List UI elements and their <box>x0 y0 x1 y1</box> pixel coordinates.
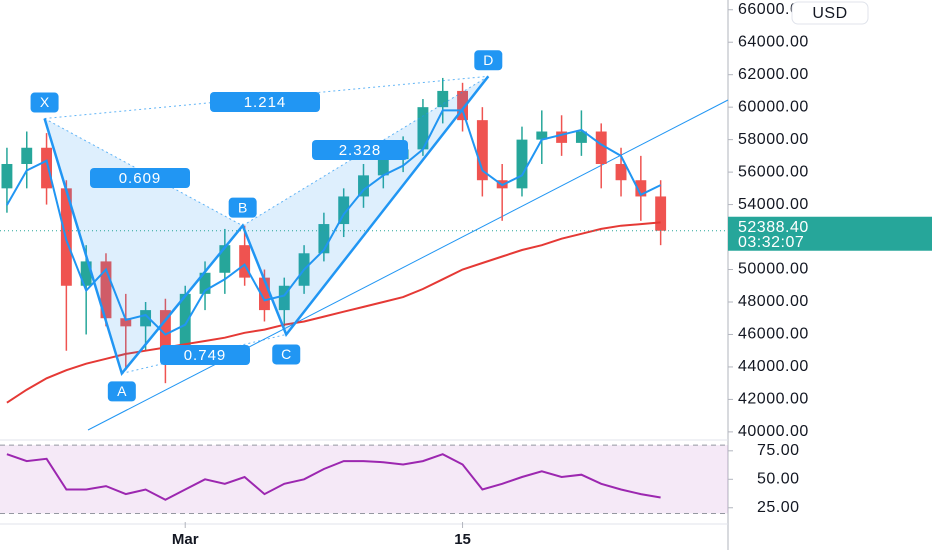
candle-body <box>318 224 330 254</box>
pattern-legs <box>43 75 490 377</box>
candle-body <box>516 139 528 189</box>
point-badge <box>272 344 301 365</box>
ratio-badge <box>90 168 190 188</box>
candle-body <box>1 163 13 189</box>
candle-body <box>259 277 270 311</box>
candle-body <box>100 261 112 319</box>
candle-body <box>457 90 468 121</box>
candle-body <box>476 120 488 181</box>
y-tick-label: 50000.00 <box>738 261 809 278</box>
ratio-line <box>44 75 489 120</box>
last-price-badge <box>728 216 932 251</box>
pattern-fill <box>242 76 489 335</box>
candle-body <box>615 163 627 181</box>
y-tick-label: 75.00 <box>757 442 800 459</box>
point-label: D <box>483 52 493 68</box>
y-tick-label: 50.00 <box>757 471 800 488</box>
point-label: A <box>117 383 127 399</box>
point-label: X <box>40 94 50 110</box>
ratio-label: 0.609 <box>119 170 162 187</box>
point-label: C <box>281 346 291 362</box>
point-badge <box>474 50 503 71</box>
pattern-fill <box>44 118 243 374</box>
currency-label: USD <box>812 5 847 22</box>
candle-body <box>358 175 369 197</box>
y-tick-label: 62000.00 <box>738 66 809 83</box>
point-badge <box>228 197 257 218</box>
candle-body <box>219 245 231 273</box>
countdown-label: 03:32:07 <box>738 234 804 251</box>
y-tick-label: 48000.00 <box>738 293 809 310</box>
ratio-badge <box>312 140 408 160</box>
ratio-label: 2.328 <box>339 142 382 159</box>
last-price-label: 52388.40 <box>738 219 809 236</box>
candle-body <box>140 310 152 327</box>
candle-body <box>575 131 587 143</box>
y-tick-label: 54000.00 <box>738 196 809 213</box>
ratio-label: 1.214 <box>244 94 287 111</box>
candle-body <box>417 107 429 150</box>
candle-body <box>556 131 568 143</box>
y-tick-label: 44000.00 <box>738 358 809 375</box>
candle-body <box>21 147 33 164</box>
y-tick-label: 40000.00 <box>738 423 809 440</box>
ratio-line <box>121 333 287 374</box>
candle-body <box>179 293 191 351</box>
candle-body <box>338 196 350 225</box>
y-tick-label: 42000.00 <box>738 391 809 408</box>
candle-body <box>41 147 52 189</box>
ratio-label: 0.749 <box>184 347 227 364</box>
candle-body <box>595 131 607 164</box>
candle-body <box>239 245 251 278</box>
point-badge <box>107 381 136 402</box>
x-tick-label: Mar <box>172 531 199 548</box>
y-tick-label: 66000.00 <box>738 1 809 18</box>
y-tick-label: 60000.00 <box>738 98 809 115</box>
x-tick-label: 15 <box>454 531 471 548</box>
y-tick-label: 58000.00 <box>738 131 809 148</box>
candle-body <box>80 261 92 286</box>
candle-body <box>635 180 647 197</box>
rsi-band <box>0 445 728 514</box>
point-label: B <box>238 199 247 215</box>
series-line <box>6 109 662 336</box>
y-tick-label: 46000.00 <box>738 326 809 343</box>
candle-body <box>120 318 132 327</box>
ratio-badge <box>210 92 320 112</box>
currency-badge <box>791 1 869 25</box>
y-tick-label: 64000.00 <box>738 33 809 50</box>
series-line <box>6 453 661 501</box>
y-tick-label: 25.00 <box>757 499 800 516</box>
candle-body <box>199 272 211 294</box>
candle-body <box>655 196 667 231</box>
point-badge <box>30 92 59 113</box>
candle-body <box>159 310 171 351</box>
candle-body <box>278 285 290 311</box>
candle-body <box>536 131 548 140</box>
ratio-badge <box>160 345 250 365</box>
candle-body <box>377 159 389 176</box>
y-tick-label: 56000.00 <box>738 163 809 180</box>
candle-body <box>437 90 449 108</box>
